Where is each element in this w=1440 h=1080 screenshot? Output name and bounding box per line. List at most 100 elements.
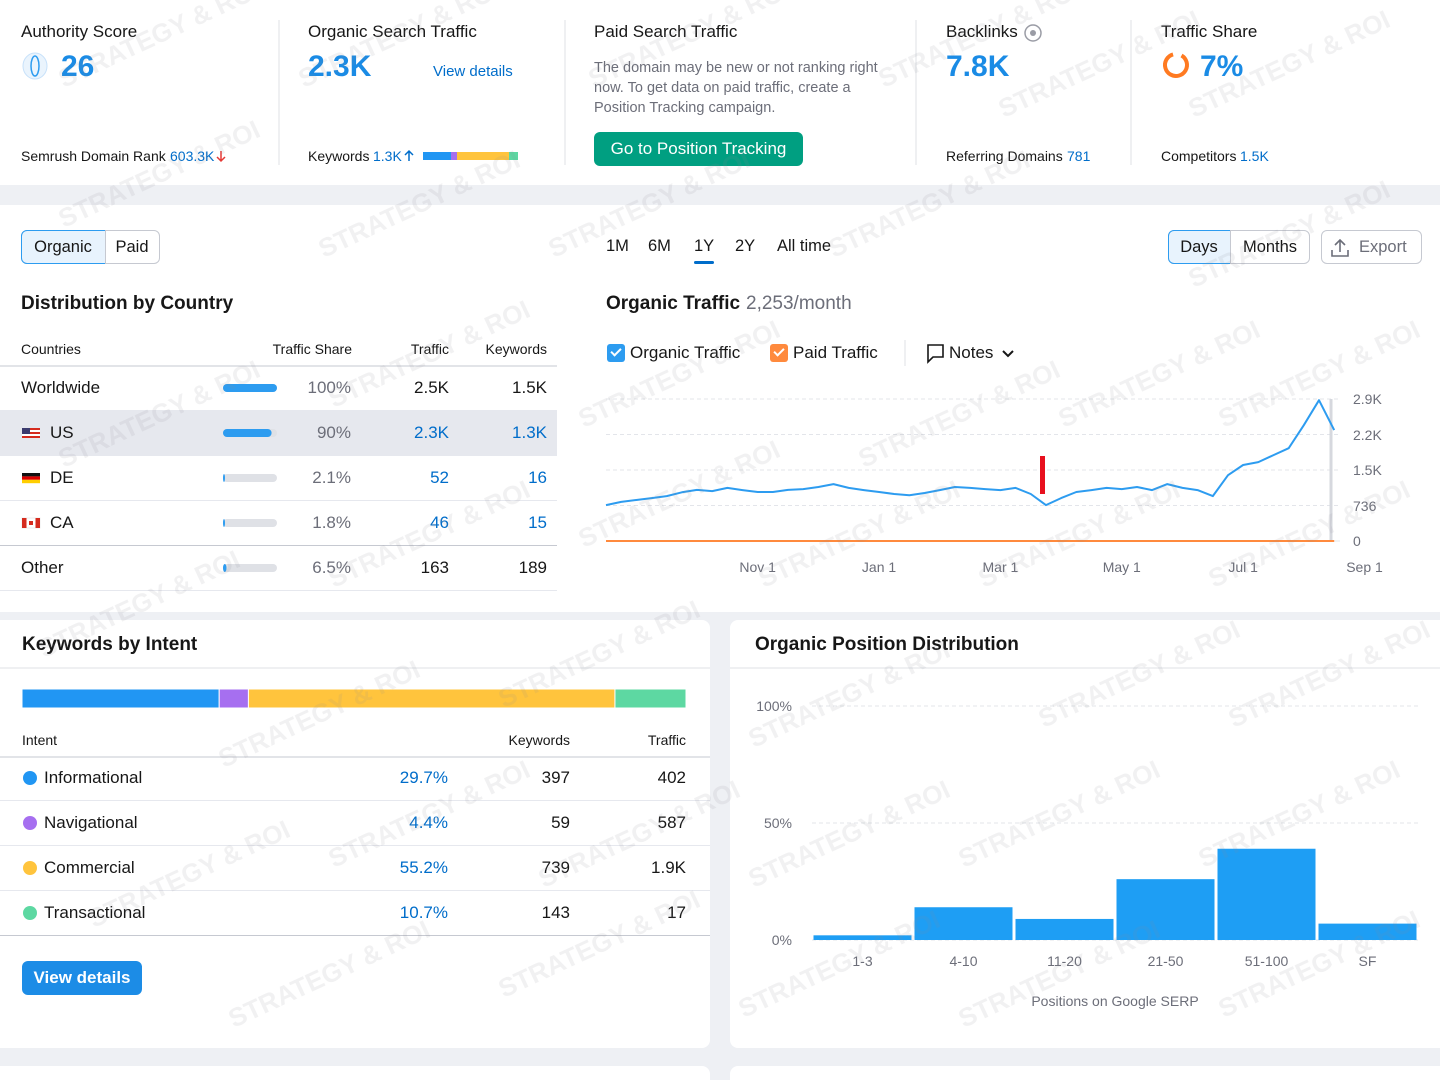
share-label: 90% xyxy=(316,423,351,442)
traffic-value[interactable]: 52 xyxy=(430,468,449,487)
x-tick-label: 11-20 xyxy=(1047,953,1082,969)
metric-value: 26 xyxy=(61,49,95,83)
keywords-value[interactable]: 1.3K xyxy=(512,423,547,442)
keywords-value[interactable]: 15 xyxy=(528,513,547,532)
up-arrow xyxy=(404,149,414,161)
score-icon xyxy=(30,55,40,77)
chevron xyxy=(1002,350,1014,358)
view-details-link[interactable]: View details xyxy=(433,63,513,80)
tab-label[interactable]: Organic xyxy=(34,237,92,256)
traffic-value[interactable]: 46 xyxy=(430,513,449,532)
range-option[interactable]: 1M xyxy=(606,236,629,255)
info-icon xyxy=(1030,30,1036,36)
share-label: 100% xyxy=(307,378,351,397)
metric-footer-value[interactable]: 1.5K xyxy=(1240,148,1269,164)
y-tick-label: 0 xyxy=(1353,533,1361,549)
share-label: 6.5% xyxy=(312,558,351,577)
intent-name: Commercial xyxy=(44,858,135,877)
y-tick-label: 2.2K xyxy=(1353,426,1382,443)
metric-footer-value[interactable]: 603.3K xyxy=(170,148,215,164)
bar xyxy=(914,907,1013,940)
share-track xyxy=(223,474,277,482)
share-bar xyxy=(223,519,225,527)
intent-traffic: 402 xyxy=(657,768,686,787)
keywords-value[interactable]: 16 xyxy=(528,468,547,487)
metric-footer-value[interactable]: 1.3K xyxy=(373,148,402,164)
flag xyxy=(22,436,40,438)
metric-footer-value[interactable]: 781 xyxy=(1067,148,1091,164)
export-icon xyxy=(1331,238,1349,257)
button-label[interactable]: View details xyxy=(33,968,131,987)
chart-title: Organic Traffic xyxy=(606,292,741,314)
intent-keywords: 143 xyxy=(541,903,570,922)
intent-share: 55.2% xyxy=(399,858,448,877)
intent-traffic: 17 xyxy=(667,903,686,922)
y-tick-label: 0% xyxy=(771,932,792,948)
notes-icon xyxy=(927,344,944,364)
flag xyxy=(22,434,40,436)
export-label[interactable]: Export xyxy=(1359,237,1407,256)
tab-active[interactable] xyxy=(21,230,106,264)
x-tick-label: 21-50 xyxy=(1147,953,1184,969)
intent-dot xyxy=(23,816,37,830)
keywords-value: 189 xyxy=(518,558,547,577)
y-tick-label: 50% xyxy=(763,815,792,831)
range-option[interactable]: 2Y xyxy=(735,236,756,255)
country-name: Worldwide xyxy=(21,378,101,397)
traffic-value: 163 xyxy=(420,558,449,577)
view-label[interactable]: Months xyxy=(1242,237,1298,256)
flag xyxy=(22,473,40,477)
range-option[interactable]: 6M xyxy=(648,236,671,255)
metric-label: Organic Search Traffic xyxy=(308,22,477,41)
legend-checkbox[interactable] xyxy=(607,344,625,362)
metric-footer-label: Referring Domains xyxy=(946,148,1063,164)
view-active[interactable] xyxy=(1168,230,1231,264)
next-card xyxy=(0,1066,710,1080)
intent-bar-segment xyxy=(247,688,616,709)
x-tick-label: Jan 1 xyxy=(861,559,897,575)
keyword-intent-bar xyxy=(451,152,457,160)
x-axis-label: Positions on Google SERP xyxy=(1031,993,1199,1009)
intent-dot xyxy=(23,771,37,785)
column-header: Intent xyxy=(22,732,58,748)
share-track xyxy=(223,564,277,572)
overview-card xyxy=(0,205,1440,612)
flag xyxy=(22,479,40,484)
section-title: Organic Position Distribution xyxy=(755,633,1019,655)
intent-name: Transactional xyxy=(44,903,146,922)
share-track xyxy=(223,519,277,527)
intent-bar-segment xyxy=(614,688,687,709)
tab[interactable] xyxy=(105,230,160,264)
share-label: 2.1% xyxy=(312,468,351,487)
down-arrow xyxy=(216,151,226,163)
traffic-value: 2.5K xyxy=(414,378,449,397)
flag xyxy=(22,476,40,480)
button-label: Go to Position Tracking xyxy=(610,139,787,158)
position-tracking-button[interactable] xyxy=(594,132,803,166)
metric-label: Authority Score xyxy=(21,22,138,41)
traffic-value[interactable]: 2.3K xyxy=(414,423,449,442)
column-header: Traffic Share xyxy=(272,341,352,357)
export-button[interactable] xyxy=(1321,230,1422,264)
view-label[interactable]: Days xyxy=(1180,237,1218,256)
tab-label[interactable]: Paid xyxy=(115,237,149,256)
intent-keywords: 59 xyxy=(551,813,570,832)
country-name: CA xyxy=(50,513,74,532)
metric-footer-label: Keywords xyxy=(308,148,370,164)
share-bar xyxy=(223,384,277,392)
keyword-intent-bar xyxy=(509,152,518,160)
range-option[interactable]: 1Y xyxy=(694,236,715,255)
bar xyxy=(1015,918,1114,940)
share-bar xyxy=(223,429,272,437)
paid-message: The domain may be new or not ranking rig… xyxy=(594,60,878,116)
legend-label[interactable]: Paid Traffic xyxy=(793,343,878,362)
chart-subtitle: 2,253/month xyxy=(746,292,852,314)
legend-label[interactable]: Organic Traffic xyxy=(630,343,741,362)
view-option[interactable] xyxy=(1230,230,1310,264)
view-details-button[interactable] xyxy=(22,961,142,995)
x-tick-label: 1-3 xyxy=(852,953,873,969)
range-option[interactable]: All time xyxy=(777,236,832,255)
legend-checkbox[interactable] xyxy=(770,344,788,362)
notes-label[interactable]: Notes xyxy=(949,343,994,362)
